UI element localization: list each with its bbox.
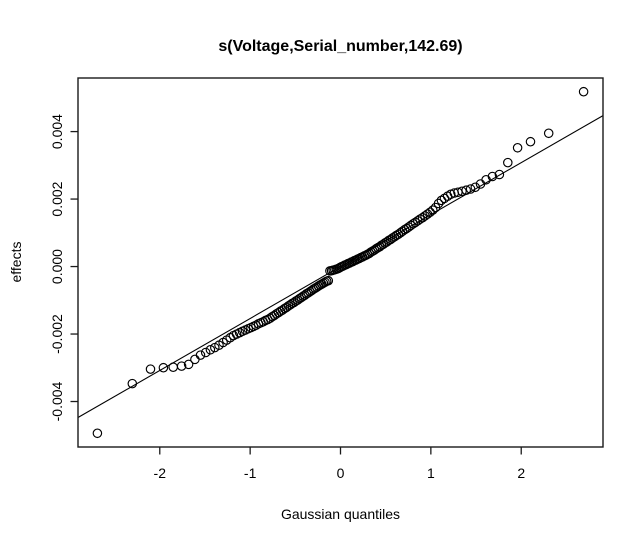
- data-point: [578, 86, 589, 97]
- x-tick-label: -1: [244, 465, 257, 481]
- y-tick-label: 0.002: [49, 181, 65, 216]
- y-tick-label: -0.002: [49, 314, 65, 354]
- data-point: [457, 186, 467, 197]
- data-point: [413, 216, 423, 226]
- y-axis-ticks: -0.004 -0.002 0.000 0.002 0.004: [49, 114, 78, 421]
- data-point: [512, 143, 523, 153]
- x-tick-label: 2: [517, 465, 525, 481]
- data-point: [428, 205, 438, 215]
- data-point: [127, 378, 138, 389]
- data-point: [470, 182, 481, 193]
- x-axis-label: Gaussian quantiles: [281, 506, 400, 522]
- x-tick-label: 0: [337, 465, 345, 481]
- data-point: [195, 350, 206, 360]
- data-point: [494, 169, 505, 180]
- data-point: [525, 136, 536, 147]
- data-point: [503, 157, 513, 168]
- data-point: [433, 198, 444, 209]
- data-point: [323, 275, 334, 286]
- data-point: [92, 428, 103, 439]
- data-point: [176, 361, 187, 371]
- data-point: [410, 217, 421, 228]
- data-point: [205, 345, 216, 355]
- y-axis-label: effects: [8, 242, 24, 283]
- x-tick-label: -2: [154, 465, 167, 481]
- data-point: [425, 207, 435, 218]
- data-point: [145, 364, 156, 374]
- plot-frame: [77, 77, 604, 448]
- chart-title: s(Voltage,Serial_number,142.69): [218, 38, 462, 55]
- y-tick-label: 0.000: [49, 249, 65, 284]
- data-point: [200, 347, 211, 358]
- data-points: [92, 86, 589, 439]
- data-point: [461, 185, 471, 195]
- y-tick-label: -0.004: [49, 381, 65, 421]
- data-point: [415, 214, 425, 224]
- data-point: [543, 128, 554, 139]
- x-tick-label: 1: [427, 465, 435, 481]
- data-point: [487, 171, 498, 182]
- y-tick-label: 0.004: [49, 114, 65, 149]
- x-axis-ticks: -2 -1 0 1 2: [154, 447, 525, 481]
- data-point: [465, 184, 476, 194]
- data-point: [158, 362, 169, 373]
- data-point: [183, 359, 194, 370]
